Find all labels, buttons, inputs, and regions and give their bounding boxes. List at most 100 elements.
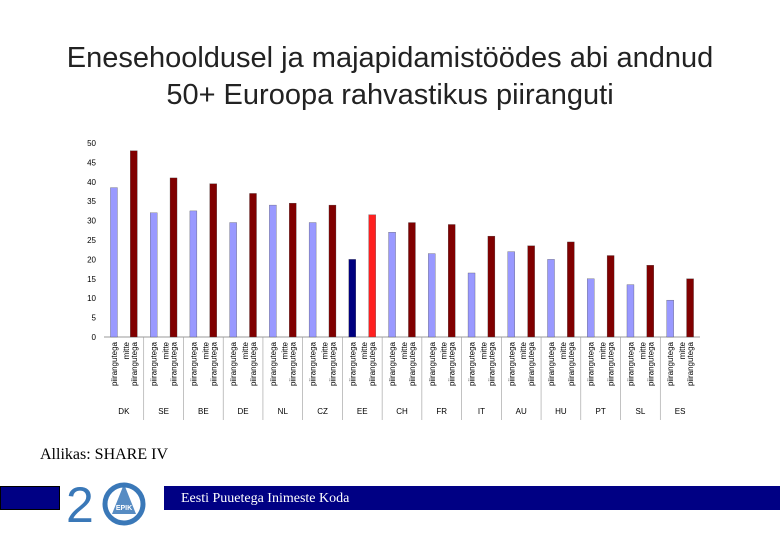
x-category-label-line: piirangutega [487, 341, 496, 386]
x-category-label: piirangutega [507, 341, 516, 386]
country-label-ee: EE [357, 407, 368, 416]
x-category-label-line: piirangutega [249, 341, 258, 386]
x-category-label-line: mitte [360, 341, 369, 359]
source-note: Allikas: SHARE IV [40, 446, 168, 463]
y-tick-label: 45 [87, 158, 96, 167]
x-category-label-line: piirangutega [448, 341, 457, 386]
x-category-label-line: piirangutega [328, 341, 337, 386]
x-category-label-line: piirangutega [368, 341, 377, 386]
footer-left-block [0, 486, 60, 510]
bar-pt-piirangutega [587, 278, 595, 338]
bar-nl-piirangutega [269, 204, 277, 338]
country-label-dk: DK [118, 407, 130, 416]
country-label-au: AU [516, 407, 527, 416]
bar-ee-mitte [368, 214, 376, 338]
x-category-label-line: mitte [320, 341, 329, 359]
bar-be-piirangutega [189, 210, 198, 338]
y-tick-label: 25 [87, 236, 96, 245]
slide-title: Enesehooldusel ja majapidamistöödes abi … [66, 42, 714, 111]
x-category-label-line: mitte [638, 341, 647, 359]
x-category-label: piirangutega [428, 341, 437, 386]
x-category-label: mittepiirangutega [638, 341, 655, 386]
x-category-label: piirangutega [110, 341, 119, 386]
y-tick-label: 40 [87, 178, 96, 187]
x-category-label: piirangutega [150, 341, 159, 386]
bar-hu-piirangutega [547, 259, 555, 338]
x-category-label: mittepiirangutega [559, 341, 576, 386]
country-label-hu: HU [555, 407, 567, 416]
x-category-label: piirangutega [388, 341, 397, 386]
bar-it-mitte [487, 235, 496, 338]
bar-it-piirangutega [467, 272, 476, 338]
bar-ee-piirangutega [348, 259, 356, 338]
x-category-label-line: mitte [559, 341, 568, 359]
x-category-label: mittepiirangutega [479, 341, 496, 386]
x-category-label-line: piirangutega [607, 341, 616, 386]
x-category-label-line: mitte [241, 341, 250, 359]
bar-es-piirangutega [666, 299, 674, 338]
x-category-label: piirangutega [587, 341, 596, 386]
x-category-label-line: mitte [678, 341, 687, 359]
x-category-label: piirangutega [468, 341, 477, 386]
y-tick-label: 0 [92, 333, 97, 342]
x-category-label: mittepiirangutega [440, 341, 457, 386]
bar-es-mitte [686, 278, 694, 338]
x-category-label-line: mitte [440, 341, 449, 359]
x-category-label-line: mitte [281, 341, 290, 359]
x-category-label: mittepiirangutega [678, 341, 695, 386]
bar-au-mitte [527, 245, 535, 338]
x-category-label-line: piirangutega [209, 341, 218, 386]
bar-ch-piirangutega [388, 232, 396, 338]
bar-fr-piirangutega [428, 253, 436, 338]
x-category-label: mittepiirangutega [320, 341, 337, 386]
bar-nl-mitte [289, 202, 297, 338]
country-label-de: DE [238, 407, 249, 416]
x-category-label-line: piirangutega [289, 341, 298, 386]
logo-number: 2 [66, 477, 94, 530]
country-label-sl: SL [636, 407, 646, 416]
x-category-label: mittepiirangutega [360, 341, 377, 386]
bar-se-piirangutega [150, 212, 158, 338]
bar-cz-mitte [328, 204, 337, 338]
country-label-se: SE [158, 407, 169, 416]
x-category-label: mittepiirangutega [519, 341, 536, 386]
bar-fr-mitte [448, 224, 456, 338]
x-category-label-line: piirangutega [646, 341, 655, 386]
country-label-es: ES [675, 407, 686, 416]
y-tick-label: 15 [87, 275, 96, 284]
bar-de-mitte [249, 193, 257, 338]
country-label-nl: NL [278, 407, 289, 416]
x-category-label: piirangutega [666, 341, 675, 386]
x-category-label-line: mitte [599, 341, 608, 359]
x-category-label-line: piirangutega [567, 341, 576, 386]
x-category-label: mittepiirangutega [162, 341, 179, 386]
x-category-label-line: piirangutega [170, 341, 179, 386]
x-category-label: piirangutega [547, 341, 556, 386]
x-category-label-line: piirangutega [686, 341, 695, 386]
y-tick-label: 10 [87, 294, 96, 303]
x-category-label: mittepiirangutega [599, 341, 616, 386]
country-label-fr: FR [436, 407, 447, 416]
x-category-label: piirangutega [189, 341, 198, 386]
x-category-label: piirangutega [229, 341, 238, 386]
x-category-label: mittepiirangutega [400, 341, 417, 386]
country-label-ch: CH [396, 407, 408, 416]
logo-text: EPIK [116, 505, 132, 512]
x-category-label-line: mitte [201, 341, 210, 359]
country-label-pt: PT [596, 407, 606, 416]
y-tick-label: 20 [87, 255, 96, 264]
bar-dk-mitte [130, 150, 138, 338]
epik-logo: 2 EPIK [60, 474, 164, 533]
bar-pt-mitte [606, 255, 615, 338]
y-tick-label: 5 [92, 314, 97, 323]
x-category-label: piirangutega [348, 341, 357, 386]
x-category-label: piirangutega [626, 341, 635, 386]
x-category-label-line: piirangutega [527, 341, 536, 386]
x-category-label: piirangutega [269, 341, 278, 386]
bar-se-mitte [169, 177, 178, 338]
bar-hu-mitte [567, 241, 575, 338]
bar-sl-mitte [646, 265, 654, 338]
x-category-label: mittepiirangutega [241, 341, 258, 386]
x-category-label-line: mitte [479, 341, 488, 359]
